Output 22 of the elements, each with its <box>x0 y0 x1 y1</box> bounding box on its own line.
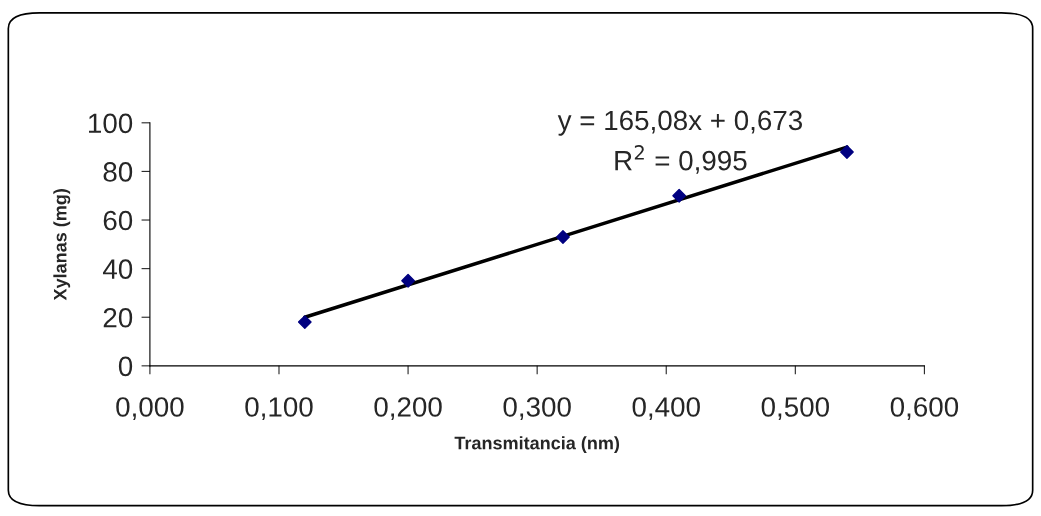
y-tick-label: 100 <box>89 113 133 134</box>
y-axis-title: Xylanas (mg) <box>53 189 71 301</box>
x-tick-label: 0,400 <box>632 397 700 421</box>
x-tick-label: 0,000 <box>116 397 184 421</box>
x-tick-label: 0,600 <box>890 397 959 421</box>
y-tick-label: 80 <box>103 162 133 182</box>
point <box>401 273 415 288</box>
point <box>672 188 687 203</box>
x-tick-label: 0,500 <box>761 397 829 421</box>
x-tick-label: 0,100 <box>245 397 313 421</box>
y-tick-label: 40 <box>102 259 133 279</box>
y-tick-label: 20 <box>103 307 133 328</box>
point <box>297 315 312 330</box>
y-tick-label: 60 <box>103 210 133 231</box>
point <box>840 145 854 159</box>
annotation: R$^{2}$ = 0,995 <box>615 145 747 174</box>
annotation: y = 165,08x + 0,673 <box>557 110 803 136</box>
point <box>556 230 570 244</box>
x-tick-label: 0,200 <box>374 397 442 421</box>
x-tick-label: 0,300 <box>503 397 571 421</box>
y-tick-label: 0 <box>118 356 133 377</box>
x-axis-title: Transmitancia (nm) <box>454 436 620 454</box>
